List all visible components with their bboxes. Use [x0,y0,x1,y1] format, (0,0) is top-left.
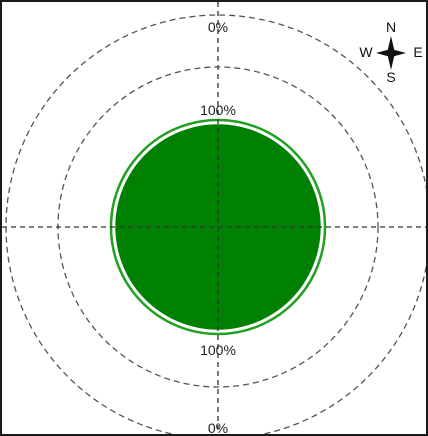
compass-west: W [359,44,373,60]
compass-north: N [386,19,396,35]
compass-south: S [386,69,395,85]
label-outer-bottom: 0% [208,420,228,436]
label-inner-top: 100% [200,102,236,118]
label-inner-bottom: 100% [200,342,236,358]
compass-icon: N W E S [359,19,422,85]
compass-east: E [413,44,422,60]
label-outer-top: 0% [208,19,228,35]
